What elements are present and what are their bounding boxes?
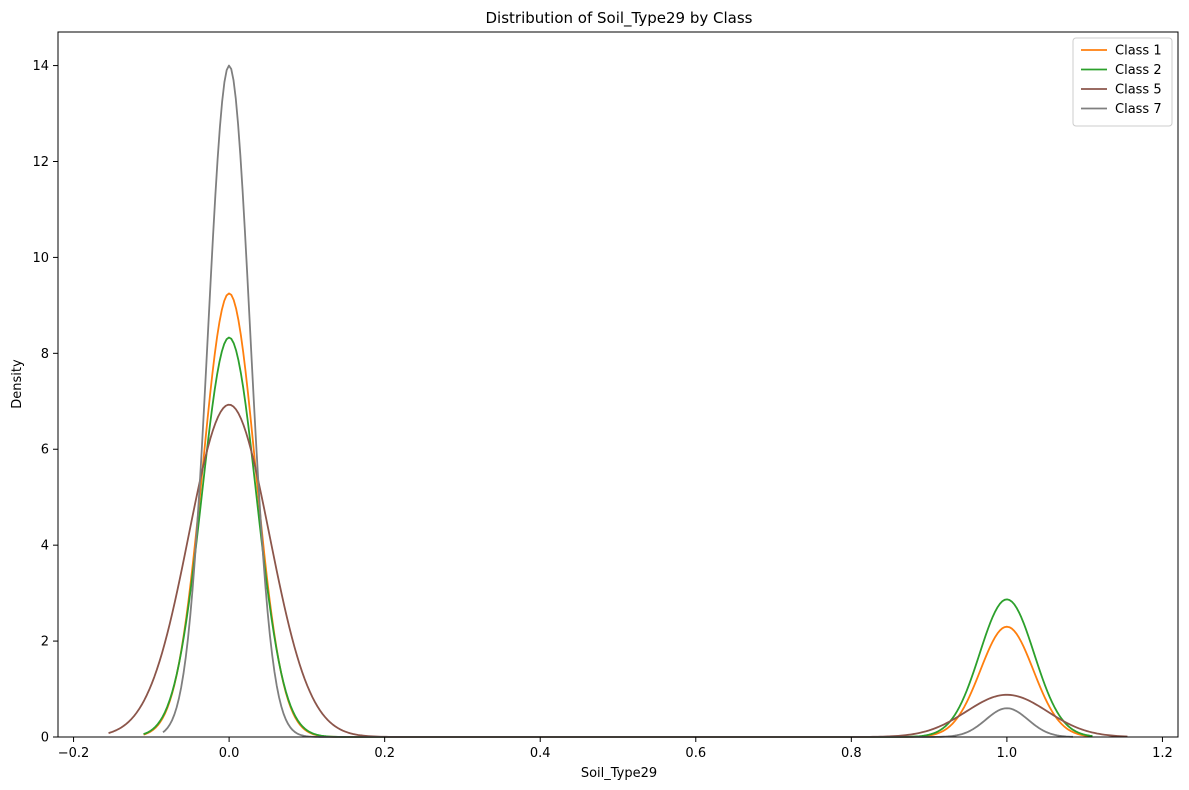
x-tick-label: 0.6	[685, 746, 706, 761]
series-line-class-7	[162, 64, 1074, 738]
legend-label: Class 2	[1115, 63, 1162, 78]
y-tick-label: 14	[32, 59, 49, 74]
y-tick-label: 10	[32, 251, 49, 266]
legend-box	[1072, 37, 1173, 127]
y-tick-label: 0	[41, 731, 49, 746]
legend-label: Class 5	[1115, 83, 1162, 98]
x-tick-label: 0.4	[530, 746, 551, 761]
x-tick-label: 1.0	[997, 746, 1018, 761]
x-axis: −0.2 0.0 0.2 0.4 0.6 0.8 1.0 1.2	[58, 737, 1173, 761]
plot-frame	[57, 31, 1179, 738]
x-tick-label: −0.2	[58, 746, 90, 761]
y-axis-label: Density	[10, 359, 25, 409]
x-tick-label: 0.2	[374, 746, 395, 761]
y-tick-label: 12	[32, 155, 49, 170]
y-axis: 0 2 4 6 8 10 12 14	[32, 59, 58, 746]
y-tick-label: 4	[41, 539, 49, 554]
x-tick-label: 0.0	[219, 746, 240, 761]
y-tick-label: 2	[41, 635, 49, 650]
legend: Class 1 Class 2 Class 5 Class 7	[1072, 37, 1173, 127]
x-tick-label: 0.8	[841, 746, 862, 761]
y-tick-label: 6	[41, 443, 49, 458]
x-tick-label: 1.2	[1152, 746, 1173, 761]
series-line-class-1	[143, 292, 1093, 738]
legend-label: Class 1	[1115, 44, 1162, 59]
chart-title: Distribution of Soil_Type29 by Class	[486, 9, 753, 28]
plot-area	[108, 64, 1128, 738]
y-tick-label: 8	[41, 347, 49, 362]
series-line-class-5	[108, 403, 1128, 738]
x-axis-label: Soil_Type29	[581, 766, 657, 781]
series-line-class-2	[143, 336, 1093, 738]
legend-label: Class 7	[1115, 102, 1162, 117]
